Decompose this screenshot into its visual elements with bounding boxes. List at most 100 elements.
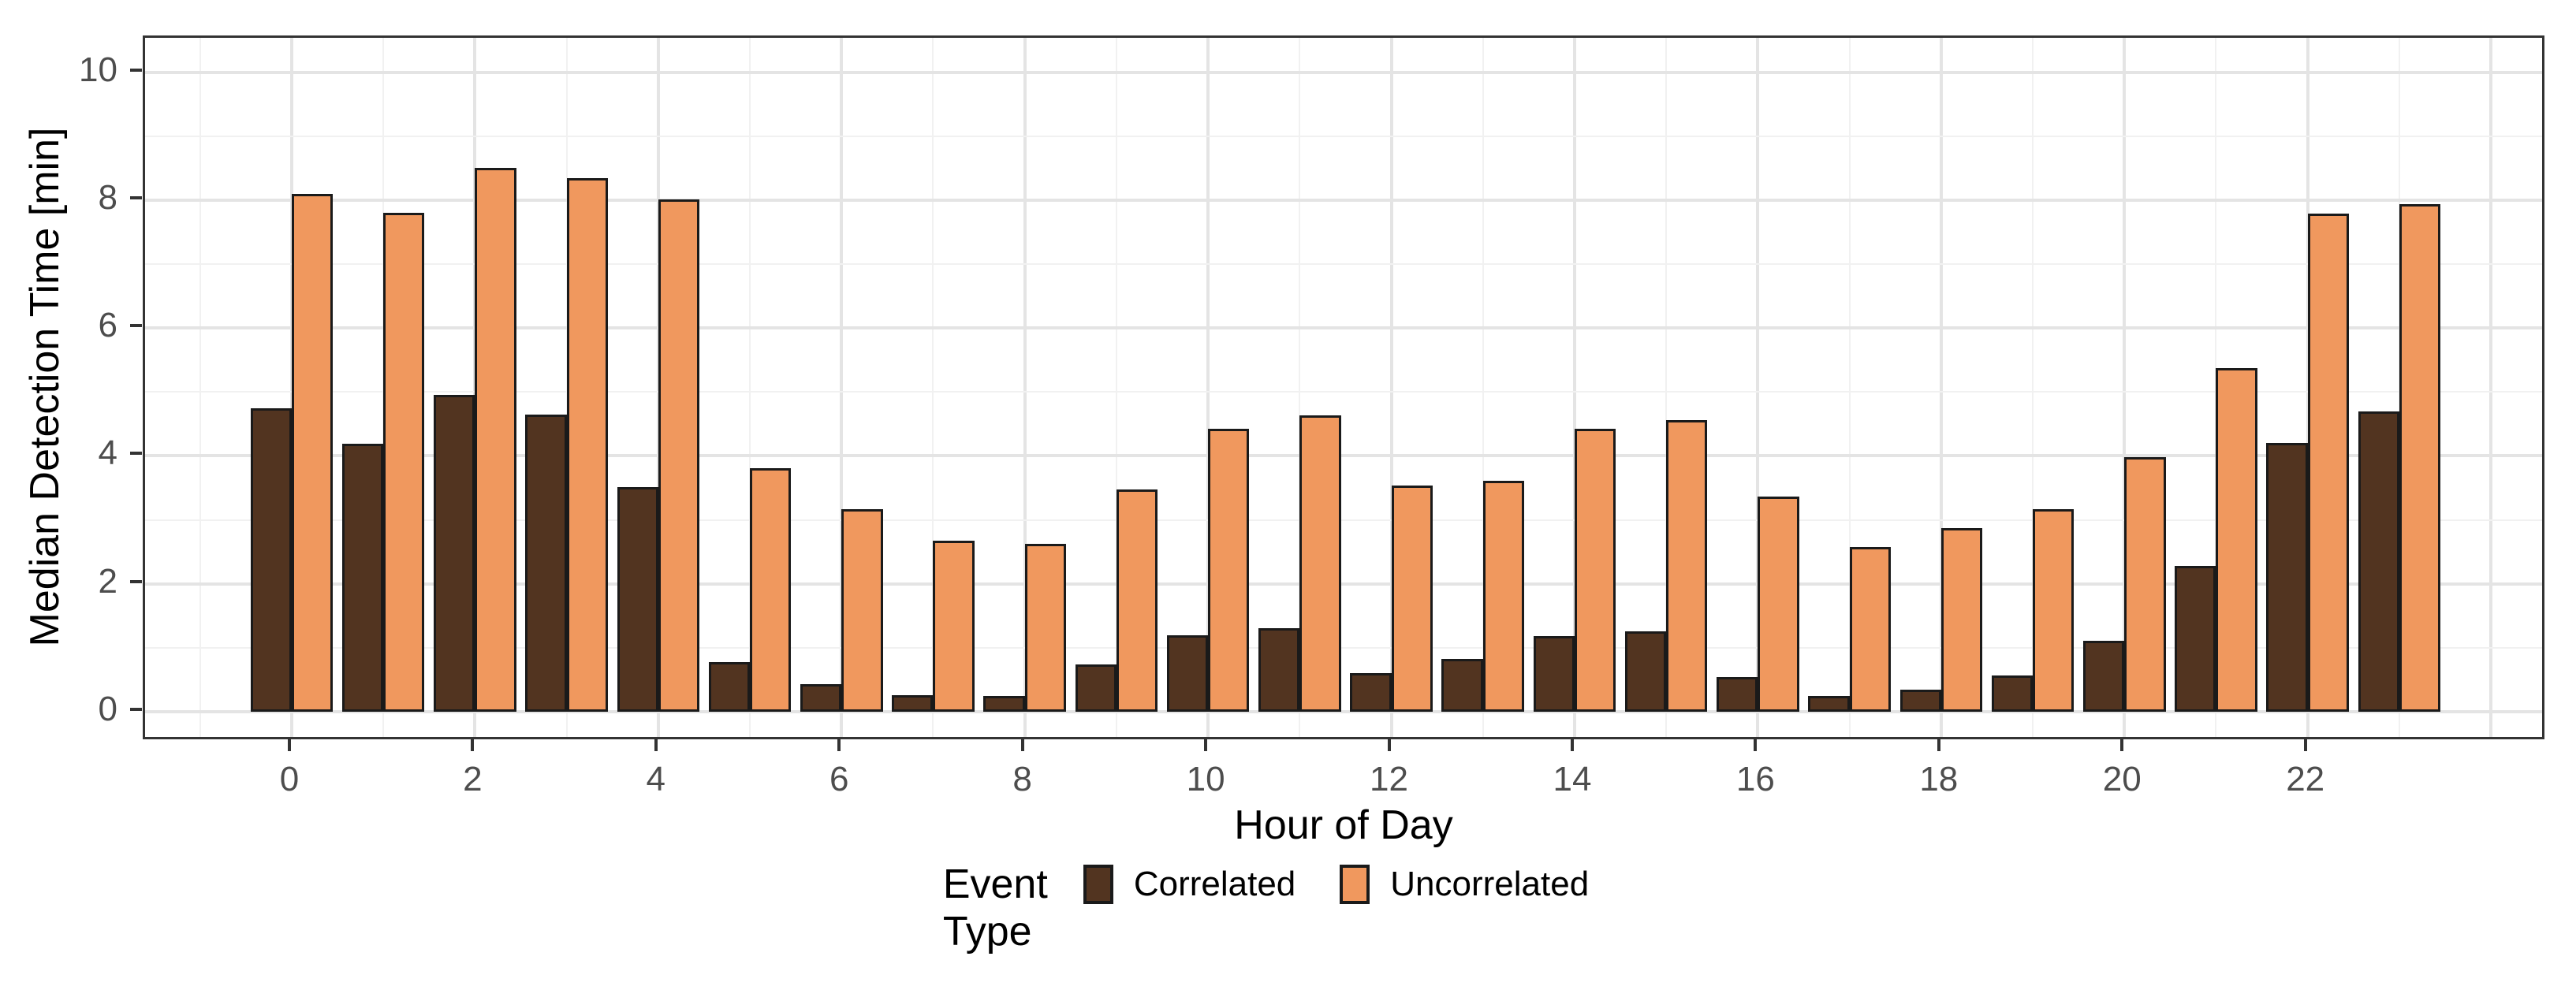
bar-correlated-hour-0 [250,407,292,712]
gridline-vertical-major [1389,38,1393,737]
legend-swatch-uncorrelated [1340,865,1370,904]
bar-correlated-hour-11 [1258,627,1300,712]
legend: Event Type Correlated Uncorrelated [0,861,2576,955]
bar-uncorrelated-hour-16 [1758,496,1799,712]
bar-correlated-hour-6 [800,684,842,712]
bar-uncorrelated-hour-15 [1666,420,1708,712]
gridline-vertical-major [1572,38,1576,737]
gridline-horizontal-minor [145,646,2542,649]
x-tick-label: 2 [463,760,483,798]
bar-uncorrelated-hour-11 [1299,415,1341,712]
legend-item-correlated: Correlated [1083,861,1295,908]
bar-uncorrelated-hour-5 [750,467,792,712]
bar-uncorrelated-hour-7 [933,541,975,712]
bar-correlated-hour-1 [341,444,384,712]
legend-items: Correlated Uncorrelated [1083,861,1633,908]
x-tick-label: 4 [646,760,666,798]
y-tick-label: 10 [79,50,117,89]
legend-label-uncorrelated: Uncorrelated [1390,865,1590,903]
x-tick-label: 6 [829,760,849,798]
bar-uncorrelated-hour-8 [1024,543,1066,712]
x-tick-label: 0 [279,760,300,798]
y-tick-label: 6 [98,306,117,345]
gridline-vertical-minor [1115,38,1117,737]
y-tick-mark [130,196,142,199]
bar-uncorrelated-hour-2 [475,168,516,712]
x-tick-mark [837,739,841,751]
x-tick-label: 22 [2286,760,2325,798]
bar-uncorrelated-hour-22 [2307,214,2349,712]
gridline-vertical-minor [1848,38,1851,737]
bar-correlated-hour-23 [2358,411,2399,712]
bar-uncorrelated-hour-10 [1208,429,1250,712]
x-tick-mark [1937,739,1940,751]
y-tick-label: 8 [98,178,117,217]
bar-uncorrelated-hour-21 [2216,367,2257,712]
gridline-horizontal-minor [145,263,2542,266]
x-tick-mark [1754,739,1758,751]
gridline-horizontal-major [145,454,2542,458]
gridline-vertical-minor [199,38,201,737]
x-tick-label: 18 [1919,760,1959,798]
bar-correlated-hour-13 [1441,658,1483,712]
bar-uncorrelated-hour-1 [383,213,425,712]
bar-correlated-hour-8 [983,695,1025,712]
legend-item-uncorrelated: Uncorrelated [1340,861,1589,908]
legend-title: Event Type [942,861,1048,954]
x-tick-mark [654,739,658,751]
bar-uncorrelated-hour-4 [658,199,700,712]
bar-uncorrelated-hour-0 [291,193,334,712]
x-tick-label: 20 [2102,760,2142,798]
gridline-vertical-major [2489,38,2493,737]
gridline-horizontal-major [145,70,2542,74]
bar-correlated-hour-20 [2082,640,2125,712]
bar-uncorrelated-hour-17 [1849,546,1891,712]
gridline-vertical-major [1939,38,1943,737]
gridline-vertical-major [840,38,844,737]
bar-correlated-hour-3 [525,414,567,712]
bar-correlated-hour-21 [2175,565,2216,712]
bar-uncorrelated-hour-9 [1116,489,1158,712]
bar-uncorrelated-hour-14 [1574,429,1616,712]
x-tick-label: 14 [1553,760,1592,798]
bar-correlated-hour-2 [434,394,475,712]
bar-uncorrelated-hour-18 [1940,528,1983,712]
x-tick-mark [1387,739,1391,751]
gridline-vertical-major [1206,38,1210,737]
gridline-vertical-minor [932,38,934,737]
gridline-horizontal-minor [145,391,2542,393]
legend-label-correlated: Correlated [1133,865,1296,903]
gridline-vertical-minor [749,38,751,737]
y-tick-label: 4 [98,434,117,473]
legend-swatch-correlated [1083,865,1113,904]
gridline-vertical-minor [1299,38,1301,737]
bar-correlated-hour-16 [1717,677,1758,712]
bar-correlated-hour-17 [1808,696,1850,712]
gridline-horizontal-major [145,199,2542,202]
bar-uncorrelated-hour-6 [841,508,883,712]
x-tick-mark [2303,739,2307,751]
y-tick-label: 2 [98,561,117,601]
bar-correlated-hour-7 [892,694,934,712]
gridline-horizontal-major [145,326,2542,330]
gridline-horizontal-major [145,582,2542,586]
gridline-horizontal-major [145,709,2542,713]
x-tick-mark [1570,739,1574,751]
y-tick-mark [130,68,142,72]
x-tick-label: 10 [1186,760,1225,798]
bar-correlated-hour-9 [1075,664,1117,712]
bar-uncorrelated-hour-23 [2399,203,2441,712]
bar-uncorrelated-hour-13 [1482,481,1525,712]
gridline-vertical-minor [2032,38,2034,737]
bar-uncorrelated-hour-12 [1391,485,1433,712]
bar-uncorrelated-hour-19 [2033,508,2075,712]
bar-correlated-hour-12 [1350,673,1392,712]
y-tick-label: 0 [98,689,117,728]
bar-correlated-hour-19 [1991,675,2034,712]
x-tick-label: 16 [1735,760,1775,798]
y-tick-mark [130,579,142,583]
gridline-vertical-major [1756,38,1760,737]
x-tick-label: 8 [1012,760,1032,798]
x-tick-mark [1204,739,1208,751]
